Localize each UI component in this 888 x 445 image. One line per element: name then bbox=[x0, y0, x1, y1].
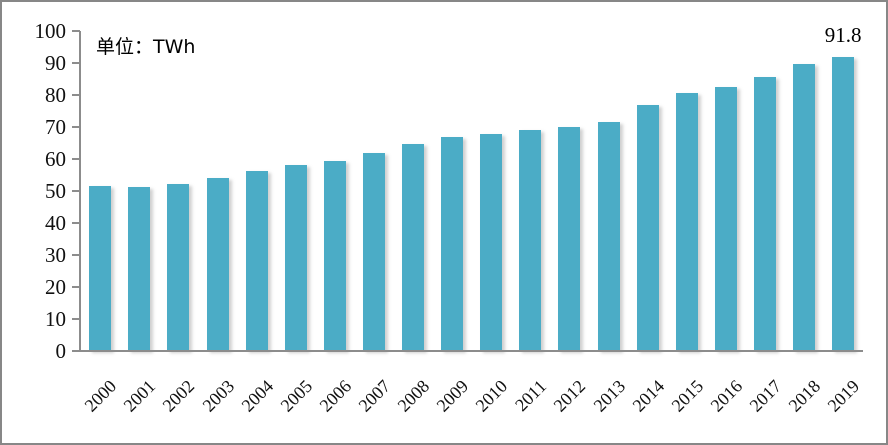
bar-2015 bbox=[675, 93, 698, 351]
bar-2017 bbox=[753, 76, 776, 351]
bar-2002 bbox=[167, 184, 190, 351]
y-tick-mark bbox=[72, 286, 80, 288]
y-tick-label: 100 bbox=[34, 19, 67, 43]
y-tick-label: 60 bbox=[45, 147, 66, 171]
y-tick-label: 90 bbox=[45, 51, 66, 75]
bar-2010 bbox=[480, 133, 503, 351]
bar-2011 bbox=[519, 130, 542, 351]
bar-2005 bbox=[284, 165, 307, 351]
y-tick-label: 50 bbox=[45, 179, 66, 203]
y-tick-label: 30 bbox=[45, 243, 66, 267]
bar-2008 bbox=[402, 144, 424, 351]
bar-2019 bbox=[832, 57, 855, 351]
y-tick-mark bbox=[72, 158, 80, 160]
y-tick-mark bbox=[72, 222, 80, 224]
y-tick-label: 0 bbox=[55, 339, 67, 363]
y-axis-line bbox=[79, 31, 81, 351]
y-tick-label: 10 bbox=[45, 307, 66, 331]
y-tick-mark bbox=[72, 30, 80, 32]
bar-2001 bbox=[128, 186, 151, 351]
y-tick-mark bbox=[72, 94, 80, 96]
bar-2012 bbox=[558, 126, 581, 351]
bar-2007 bbox=[362, 152, 385, 351]
bar-2000 bbox=[89, 185, 112, 351]
y-tick-mark bbox=[72, 318, 80, 320]
y-tick-label: 70 bbox=[45, 115, 66, 139]
bar-2016 bbox=[714, 86, 737, 351]
y-tick-mark bbox=[72, 254, 80, 256]
bar-2014 bbox=[636, 104, 659, 351]
y-tick-mark bbox=[72, 62, 80, 64]
bar-2009 bbox=[441, 136, 464, 351]
last-value-data-label: 91.8 bbox=[824, 23, 862, 48]
y-tick-mark bbox=[72, 190, 80, 192]
bar-2018 bbox=[793, 64, 815, 351]
x-axis-line bbox=[72, 350, 863, 352]
unit-annotation-label: 单位：TWh bbox=[96, 36, 196, 58]
y-tick-label: 20 bbox=[45, 275, 66, 299]
bar-2006 bbox=[323, 161, 346, 351]
bar-2013 bbox=[597, 122, 620, 351]
y-tick-label: 80 bbox=[45, 83, 66, 107]
y-tick-mark bbox=[72, 126, 80, 128]
y-tick-label: 40 bbox=[45, 211, 66, 235]
bar-2003 bbox=[206, 178, 229, 351]
bar-2004 bbox=[245, 171, 268, 351]
